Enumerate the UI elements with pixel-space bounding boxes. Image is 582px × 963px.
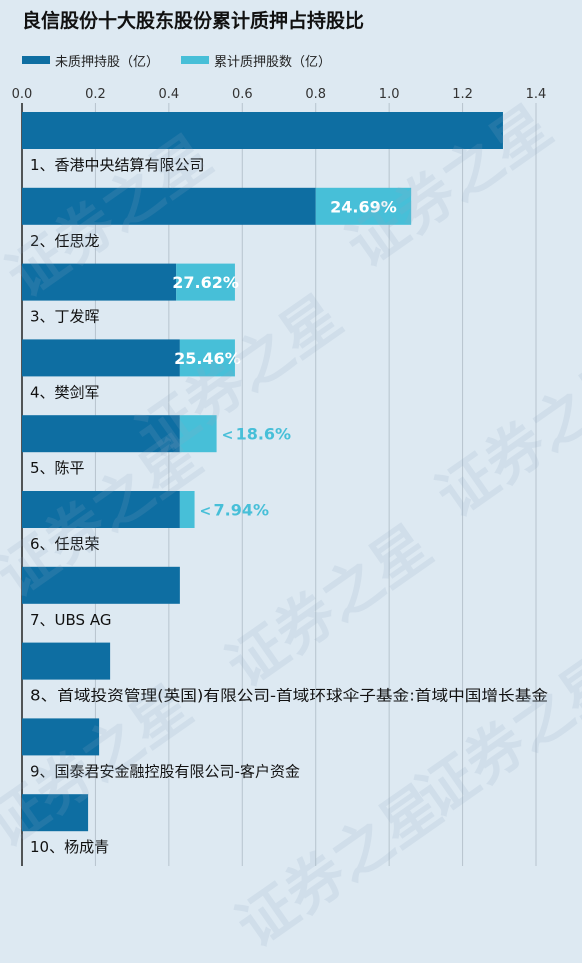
pledge-percent-marker: < [200, 504, 212, 520]
x-tick-label: 0.8 [305, 87, 326, 102]
pledge-percent-label: 24.69% [330, 197, 397, 216]
x-tick-label: 1.0 [379, 87, 400, 102]
category-label: 10、杨成青 [30, 838, 109, 856]
legend-label-pledged: 累计质押股数（亿） [214, 54, 332, 70]
bar-unpledged [22, 112, 503, 149]
bar-pledged [315, 187, 412, 225]
legend: 未质押持股（亿） 累计质押股数（亿） [22, 51, 353, 70]
category-label: 2、任思龙 [30, 232, 100, 250]
bar-unpledged [22, 642, 111, 680]
bar-unpledged [22, 491, 180, 528]
bar-unpledged [22, 263, 177, 301]
bar-unpledged [22, 187, 316, 225]
chart-title: 良信股份十大股东股份累计质押占持股比 [22, 10, 365, 32]
category-label: 4、樊剑军 [30, 383, 100, 401]
x-tick-label: 0.0 [12, 87, 33, 102]
x-tick-label: 0.6 [232, 87, 253, 102]
pledge-percent-label: 7.94% [214, 501, 270, 520]
bar-chart: 0.0 0.2 0.4 0.6 0.8 1.0 1.2 1.4 1、香港中央结算有限公司 24.6… [12, 87, 548, 866]
pledge-percent-marker: < [222, 428, 234, 444]
bar-unpledged [22, 718, 100, 756]
legend-label-unpledged: 未质押持股（亿） [55, 54, 160, 70]
bar-pledged [179, 491, 195, 528]
category-label: 3、丁发晖 [30, 308, 100, 326]
bar-pledged [176, 263, 235, 301]
category-label: 9、国泰君安金融控股有限公司-客户资金 [30, 762, 300, 780]
category-label: 7、UBS AG [30, 611, 111, 629]
bar-unpledged [22, 794, 89, 832]
bar-unpledged [22, 566, 180, 604]
legend-item-unpledged: 未质押持股（亿） [22, 51, 159, 70]
legend-swatch-pledged [181, 56, 210, 64]
x-tick-label: 1.2 [452, 87, 473, 102]
legend-swatch-unpledged [22, 56, 50, 64]
category-label: 8、首域投资管理(英国)有限公司-首域环球伞子基金:首域中国增长基金 [30, 687, 548, 705]
pledge-percent-label: 25.46% [174, 349, 241, 368]
category-label: 5、陈平 [30, 459, 85, 477]
bar-pledged [179, 415, 217, 453]
pledge-percent-label: 27.62% [172, 273, 239, 292]
category-label: 1、香港中央结算有限公司 [30, 156, 205, 174]
category-label: 6、任思荣 [30, 535, 100, 553]
pledge-percent-label: 18.6% [236, 425, 292, 444]
bar-unpledged [22, 415, 180, 453]
bar-unpledged [22, 339, 180, 377]
x-tick-label: 0.4 [159, 87, 180, 102]
x-tick-label: 1.4 [526, 87, 547, 102]
legend-item-pledged: 累计质押股数（亿） [181, 51, 331, 70]
x-tick-label: 0.2 [85, 87, 106, 102]
bar-pledged [179, 339, 235, 377]
